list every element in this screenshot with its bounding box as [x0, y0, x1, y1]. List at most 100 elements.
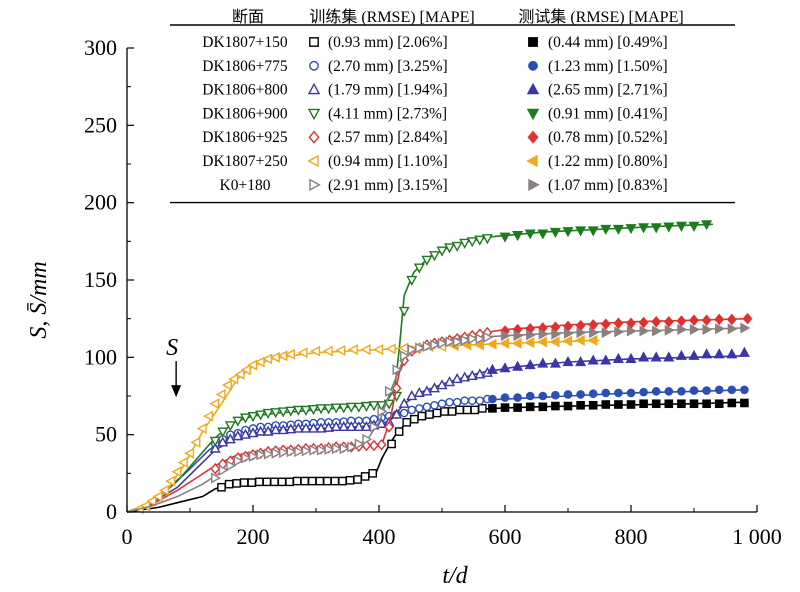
- test-point: [742, 312, 753, 325]
- test-point: [576, 327, 587, 339]
- test-point: [714, 385, 724, 395]
- series-K0+180: [126, 322, 751, 513]
- test-point: [587, 354, 599, 365]
- legend-train-marker: [307, 108, 321, 121]
- train-point: [394, 427, 404, 436]
- train-point: [398, 306, 410, 317]
- y-tick-label: 300: [84, 35, 117, 60]
- train-point: [462, 405, 472, 415]
- test-point: [740, 385, 749, 395]
- train-point: [315, 476, 325, 486]
- x-tick-label: 800: [615, 524, 648, 549]
- train-point: [209, 398, 220, 410]
- train-point: [301, 445, 312, 457]
- train-point: [353, 402, 365, 413]
- test-point: [638, 223, 650, 234]
- train-point: [406, 275, 418, 286]
- train-point: [332, 443, 343, 455]
- train-point: [269, 351, 280, 363]
- legend-test-marker: [526, 82, 540, 95]
- train-point: [430, 339, 441, 351]
- test-point: [563, 401, 573, 411]
- train-point: [146, 495, 157, 507]
- train-point: [354, 438, 365, 450]
- train-point: [422, 341, 433, 353]
- legend-test-metrics: (0.78 mm) [0.52%]: [548, 129, 668, 146]
- train-point: [292, 405, 304, 416]
- test-point: [639, 325, 650, 337]
- train-point: [415, 342, 426, 354]
- train-point: [437, 337, 448, 349]
- train-point: [347, 441, 358, 453]
- train-point: [428, 251, 440, 262]
- test-point: [663, 351, 675, 362]
- train-point: [368, 469, 378, 478]
- test-point: [702, 386, 711, 395]
- test-point: [689, 314, 699, 326]
- train-point: [430, 400, 439, 410]
- train-point: [210, 462, 221, 475]
- test-point: [701, 348, 713, 359]
- test-point: [536, 336, 547, 348]
- train-point: [409, 414, 419, 424]
- test-point: [652, 325, 663, 337]
- test-point: [576, 390, 585, 399]
- test-point: [473, 339, 484, 351]
- train-point: [369, 421, 380, 433]
- test-point: [601, 388, 611, 398]
- train-point: [165, 475, 176, 487]
- train-point: [315, 422, 327, 433]
- test-point: [537, 357, 549, 368]
- y-tick-label: 200: [84, 190, 117, 215]
- train-point: [466, 237, 478, 248]
- legend-train-metrics: (2.70 mm) [3.25%]: [328, 58, 448, 75]
- train-point: [444, 243, 456, 254]
- train-point: [453, 336, 464, 348]
- train-point: [398, 342, 409, 354]
- train-point: [232, 430, 244, 441]
- test-point: [625, 352, 637, 363]
- train-point: [353, 420, 365, 432]
- train-point: [338, 420, 350, 432]
- test-point: [511, 337, 522, 349]
- test-point: [651, 387, 661, 396]
- y-axis-label: S, S̄/mm: [26, 261, 52, 338]
- test-point: [575, 226, 587, 237]
- train-point: [217, 436, 229, 447]
- legend-header: 断面: [232, 8, 264, 26]
- train-point: [292, 422, 304, 433]
- train-point: [190, 436, 201, 448]
- train-point: [277, 424, 289, 435]
- test-point: [638, 351, 650, 362]
- train-point: [184, 447, 195, 459]
- train-point: [285, 477, 294, 487]
- test-point: [663, 315, 674, 328]
- test-point: [625, 224, 637, 235]
- train-point: [241, 452, 252, 464]
- train-point: [158, 484, 169, 496]
- legend-train-metrics: (1.79 mm) [1.94%]: [328, 82, 448, 99]
- legend-section: DK1806+800: [202, 82, 288, 99]
- test-point: [727, 323, 738, 335]
- test-point: [612, 224, 624, 235]
- legend-section: DK1807+250: [202, 153, 288, 170]
- train-point: [262, 408, 274, 419]
- y-tick-label: 0: [106, 499, 117, 524]
- train-point: [239, 478, 249, 487]
- test-point: [549, 357, 561, 368]
- train-point: [209, 436, 221, 447]
- train-point: [323, 476, 332, 486]
- test-point: [740, 398, 749, 408]
- legend-section: DK1807+150: [202, 34, 288, 51]
- test-point: [500, 403, 510, 412]
- legend-train-metrics: (0.94 mm) [1.10%]: [328, 153, 448, 170]
- train-point: [316, 444, 328, 456]
- legend-section: DK1806+775: [202, 58, 288, 75]
- x-tick-label: 200: [237, 524, 270, 549]
- train-point: [339, 443, 350, 455]
- legend-header: 测试集 (RMSE) [MAPE]: [518, 8, 683, 26]
- train-point: [279, 446, 290, 458]
- test-point: [650, 351, 662, 362]
- train-point: [447, 407, 457, 416]
- train-point: [323, 404, 335, 415]
